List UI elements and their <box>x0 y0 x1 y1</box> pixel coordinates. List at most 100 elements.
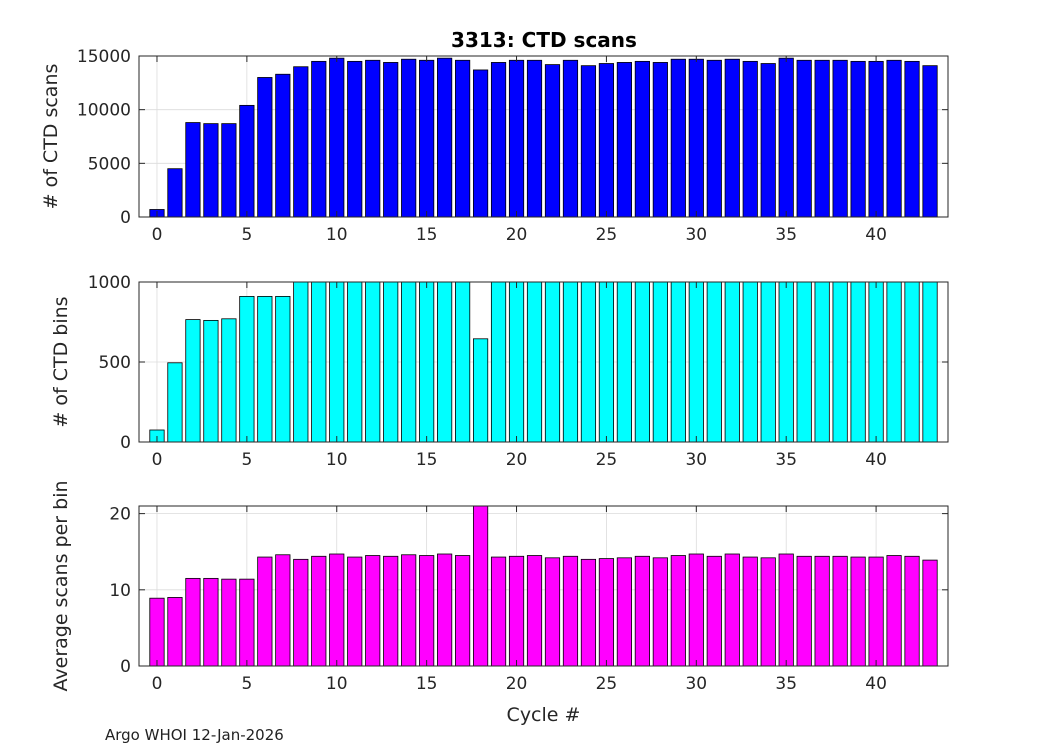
bar-cycle-37 <box>814 555 830 667</box>
bar-cycle-35 <box>778 57 794 218</box>
x-tick-label: 35 <box>775 225 797 245</box>
x-tick-label: 35 <box>775 674 797 694</box>
bar-cycle-32 <box>724 553 740 667</box>
bar-cycle-42 <box>904 555 920 667</box>
bar-cycle-16 <box>437 281 453 443</box>
bar-cycle-0 <box>149 597 165 667</box>
x-tick-label: 25 <box>596 450 618 470</box>
bar-cycle-4 <box>221 318 237 443</box>
bar-cycle-17 <box>455 555 471 667</box>
bar-cycle-2 <box>185 577 201 667</box>
bar-cycle-15 <box>419 281 435 443</box>
bar-cycle-36 <box>796 59 812 218</box>
bar-cycle-37 <box>814 59 830 218</box>
bar-cycle-11 <box>347 556 363 667</box>
bar-cycle-41 <box>886 59 902 218</box>
bar-cycle-30 <box>688 58 704 218</box>
bar-cycle-6 <box>257 77 273 218</box>
subplot-1: 0 5 10 15 20 25 30 35 40 0 5000 10000 15000 # of CTD … <box>40 47 949 245</box>
bar-cycle-41 <box>886 281 902 443</box>
bar-cycle-27 <box>634 60 650 218</box>
bar-cycle-42 <box>904 60 920 218</box>
y-tick-label: 10000 <box>77 101 131 121</box>
bar-cycle-3 <box>203 123 219 218</box>
bar-cycle-28 <box>652 62 668 218</box>
bar-cycle-22 <box>544 64 561 218</box>
bar-cycle-40 <box>868 556 884 667</box>
x-tick-label: 25 <box>596 674 618 694</box>
x-tick-label: 30 <box>685 450 707 470</box>
bar-cycle-1 <box>167 597 183 667</box>
y-axis-label: # of CTD bins <box>50 296 72 427</box>
x-tick-label: 10 <box>326 450 348 470</box>
bar-cycle-7 <box>275 554 291 667</box>
bar-cycle-5 <box>239 104 255 218</box>
y-tick-label: 20 <box>109 505 131 525</box>
bar-cycle-38 <box>832 59 848 218</box>
bar-cycle-10 <box>329 281 345 443</box>
bar-cycle-18 <box>472 338 489 443</box>
y-tick-label: 10 <box>109 581 131 601</box>
y-axis-label: # of CTD scans <box>40 64 62 210</box>
bar-cycle-2 <box>185 122 201 218</box>
subplot-3: 0 5 10 15 20 25 30 35 40 0 10 20 Average scans per b… <box>50 480 949 726</box>
bar-cycle-35 <box>778 281 794 443</box>
bar-cycle-14 <box>401 58 417 218</box>
bar-cycle-31 <box>706 281 722 443</box>
axes-frame <box>138 55 949 218</box>
x-tick-label: 5 <box>241 225 252 245</box>
bar-cycle-23 <box>562 555 579 667</box>
bar-cycle-11 <box>347 281 363 443</box>
bar-cycle-36 <box>796 281 812 443</box>
x-tick-label: 0 <box>152 674 163 694</box>
y-tick-label: 5000 <box>88 154 131 174</box>
bar-cycle-21 <box>526 555 543 667</box>
y-tick-label: 0 <box>120 208 131 228</box>
bar-cycle-3 <box>203 577 219 667</box>
bar-cycle-9 <box>311 555 327 667</box>
bar-cycle-3 <box>203 319 219 443</box>
bar-cycle-12 <box>365 555 381 667</box>
bar-cycle-13 <box>383 281 399 443</box>
bar-cycle-24 <box>580 558 597 667</box>
bar-cycle-14 <box>401 281 417 443</box>
bar-cycle-43 <box>922 65 938 218</box>
bar-cycle-13 <box>383 62 399 218</box>
footer-label: Argo WHOI 12-Jan-2026 <box>105 726 284 744</box>
bar-cycle-21 <box>526 59 543 218</box>
bar-cycle-4 <box>221 123 237 218</box>
bar-cycle-19 <box>490 62 507 218</box>
bar-cycle-5 <box>239 295 255 443</box>
bar-cycle-26 <box>616 557 632 667</box>
bar-cycle-22 <box>544 281 561 443</box>
bar-cycle-41 <box>886 555 902 667</box>
bar-cycle-12 <box>365 281 381 443</box>
x-tick-label: 25 <box>596 225 618 245</box>
bar-cycle-19 <box>490 281 507 443</box>
bar-cycle-43 <box>922 281 938 443</box>
bar-cycle-16 <box>437 553 453 667</box>
x-tick-label: 40 <box>865 225 887 245</box>
bar-cycle-24 <box>580 65 597 218</box>
bar-cycle-31 <box>706 555 722 667</box>
bar-cycle-39 <box>850 60 866 218</box>
x-tick-label: 5 <box>241 674 252 694</box>
bar-cycle-28 <box>652 557 668 667</box>
bar-cycle-8 <box>293 558 309 667</box>
bar-cycle-1 <box>167 168 183 218</box>
bar-cycle-2 <box>185 319 201 443</box>
bar-cycle-19 <box>490 556 507 667</box>
bar-cycle-7 <box>275 73 291 218</box>
bar-cycle-15 <box>419 59 435 218</box>
bar-cycle-15 <box>419 555 435 667</box>
plot-area <box>139 56 948 217</box>
bar-cycle-6 <box>257 556 273 667</box>
bar-cycle-34 <box>760 63 776 218</box>
bar-cycle-38 <box>832 555 848 667</box>
bar-cycle-40 <box>868 60 884 218</box>
axes-frame <box>138 505 949 667</box>
bar-cycle-30 <box>688 553 704 667</box>
bar-cycle-25 <box>598 281 615 443</box>
bar-cycle-11 <box>347 60 363 218</box>
